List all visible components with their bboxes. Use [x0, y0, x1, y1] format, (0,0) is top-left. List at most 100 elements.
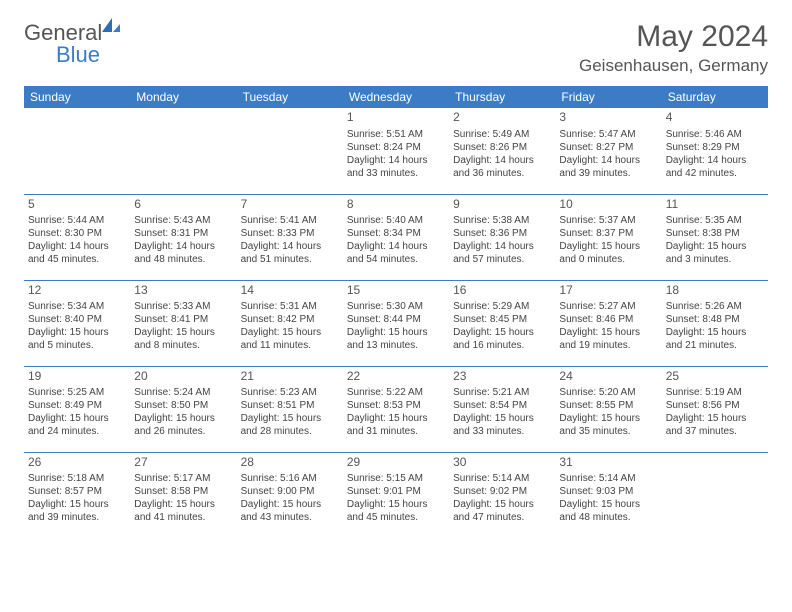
sunrise-line: Sunrise: 5:41 AM — [241, 214, 339, 227]
day-number: 14 — [241, 283, 339, 299]
day-number: 31 — [559, 455, 657, 471]
day-number: 28 — [241, 455, 339, 471]
sunset-line: Sunset: 9:01 PM — [347, 485, 445, 498]
day-number: 10 — [559, 197, 657, 213]
sunrise-line: Sunrise: 5:34 AM — [28, 300, 126, 313]
calendar-head: SundayMondayTuesdayWednesdayThursdayFrid… — [24, 86, 768, 108]
calendar-cell — [130, 108, 236, 194]
daylight-line-2: and 35 minutes. — [559, 425, 657, 438]
calendar-cell: 30Sunrise: 5:14 AMSunset: 9:02 PMDayligh… — [449, 452, 555, 538]
sunset-line: Sunset: 8:36 PM — [453, 227, 551, 240]
calendar-cell: 14Sunrise: 5:31 AMSunset: 8:42 PMDayligh… — [237, 280, 343, 366]
sunrise-line: Sunrise: 5:23 AM — [241, 386, 339, 399]
calendar-cell: 29Sunrise: 5:15 AMSunset: 9:01 PMDayligh… — [343, 452, 449, 538]
daylight-line-2: and 3 minutes. — [666, 253, 764, 266]
day-number: 5 — [28, 197, 126, 213]
sunrise-line: Sunrise: 5:17 AM — [134, 472, 232, 485]
day-number: 21 — [241, 369, 339, 385]
sunrise-line: Sunrise: 5:15 AM — [347, 472, 445, 485]
day-header: Tuesday — [237, 86, 343, 108]
sunset-line: Sunset: 8:50 PM — [134, 399, 232, 412]
sunrise-line: Sunrise: 5:24 AM — [134, 386, 232, 399]
calendar-cell: 28Sunrise: 5:16 AMSunset: 9:00 PMDayligh… — [237, 452, 343, 538]
calendar-cell: 6Sunrise: 5:43 AMSunset: 8:31 PMDaylight… — [130, 194, 236, 280]
sunset-line: Sunset: 9:02 PM — [453, 485, 551, 498]
daylight-line-2: and 43 minutes. — [241, 511, 339, 524]
daylight-line-1: Daylight: 15 hours — [241, 326, 339, 339]
day-number: 29 — [347, 455, 445, 471]
daylight-line-1: Daylight: 15 hours — [453, 498, 551, 511]
logo-part2: Blue — [56, 42, 100, 67]
sunrise-line: Sunrise: 5:51 AM — [347, 128, 445, 141]
sunset-line: Sunset: 8:30 PM — [28, 227, 126, 240]
daylight-line-2: and 24 minutes. — [28, 425, 126, 438]
sunset-line: Sunset: 8:27 PM — [559, 141, 657, 154]
calendar-cell: 3Sunrise: 5:47 AMSunset: 8:27 PMDaylight… — [555, 108, 661, 194]
daylight-line-1: Daylight: 15 hours — [241, 498, 339, 511]
day-number: 9 — [453, 197, 551, 213]
day-number: 4 — [666, 110, 764, 126]
sunset-line: Sunset: 8:29 PM — [666, 141, 764, 154]
day-number: 19 — [28, 369, 126, 385]
calendar-body: 1Sunrise: 5:51 AMSunset: 8:24 PMDaylight… — [24, 108, 768, 538]
title-block: May 2024 Geisenhausen, Germany — [579, 20, 768, 76]
sunrise-line: Sunrise: 5:33 AM — [134, 300, 232, 313]
daylight-line-2: and 21 minutes. — [666, 339, 764, 352]
calendar-cell: 24Sunrise: 5:20 AMSunset: 8:55 PMDayligh… — [555, 366, 661, 452]
calendar-cell: 22Sunrise: 5:22 AMSunset: 8:53 PMDayligh… — [343, 366, 449, 452]
daylight-line-1: Daylight: 14 hours — [453, 240, 551, 253]
day-number: 15 — [347, 283, 445, 299]
sunrise-line: Sunrise: 5:16 AM — [241, 472, 339, 485]
sunset-line: Sunset: 8:37 PM — [559, 227, 657, 240]
daylight-line-1: Daylight: 15 hours — [347, 326, 445, 339]
calendar-cell: 7Sunrise: 5:41 AMSunset: 8:33 PMDaylight… — [237, 194, 343, 280]
daylight-line-2: and 48 minutes. — [559, 511, 657, 524]
daylight-line-1: Daylight: 14 hours — [559, 154, 657, 167]
daylight-line-2: and 5 minutes. — [28, 339, 126, 352]
header: General Blue May 2024 Geisenhausen, Germ… — [24, 20, 768, 76]
daylight-line-1: Daylight: 15 hours — [559, 412, 657, 425]
daylight-line-1: Daylight: 15 hours — [347, 498, 445, 511]
day-number: 16 — [453, 283, 551, 299]
sunset-line: Sunset: 8:45 PM — [453, 313, 551, 326]
sunset-line: Sunset: 9:00 PM — [241, 485, 339, 498]
daylight-line-2: and 33 minutes. — [347, 167, 445, 180]
calendar-cell: 18Sunrise: 5:26 AMSunset: 8:48 PMDayligh… — [662, 280, 768, 366]
sunrise-line: Sunrise: 5:49 AM — [453, 128, 551, 141]
sunset-line: Sunset: 8:33 PM — [241, 227, 339, 240]
calendar-cell — [24, 108, 130, 194]
sunset-line: Sunset: 8:46 PM — [559, 313, 657, 326]
sunrise-line: Sunrise: 5:21 AM — [453, 386, 551, 399]
sunrise-line: Sunrise: 5:25 AM — [28, 386, 126, 399]
calendar-cell — [662, 452, 768, 538]
daylight-line-1: Daylight: 14 hours — [241, 240, 339, 253]
daylight-line-1: Daylight: 15 hours — [559, 498, 657, 511]
calendar-row: 1Sunrise: 5:51 AMSunset: 8:24 PMDaylight… — [24, 108, 768, 194]
calendar-cell: 11Sunrise: 5:35 AMSunset: 8:38 PMDayligh… — [662, 194, 768, 280]
calendar-cell: 2Sunrise: 5:49 AMSunset: 8:26 PMDaylight… — [449, 108, 555, 194]
sunset-line: Sunset: 8:44 PM — [347, 313, 445, 326]
day-number: 7 — [241, 197, 339, 213]
day-number: 30 — [453, 455, 551, 471]
day-header: Sunday — [24, 86, 130, 108]
day-number: 6 — [134, 197, 232, 213]
daylight-line-2: and 8 minutes. — [134, 339, 232, 352]
sunrise-line: Sunrise: 5:38 AM — [453, 214, 551, 227]
calendar-cell: 9Sunrise: 5:38 AMSunset: 8:36 PMDaylight… — [449, 194, 555, 280]
daylight-line-1: Daylight: 15 hours — [453, 412, 551, 425]
day-number: 2 — [453, 110, 551, 126]
calendar-cell — [237, 108, 343, 194]
sunset-line: Sunset: 8:54 PM — [453, 399, 551, 412]
logo-sail-icon — [100, 14, 122, 32]
sunset-line: Sunset: 8:42 PM — [241, 313, 339, 326]
daylight-line-2: and 33 minutes. — [453, 425, 551, 438]
daylight-line-2: and 45 minutes. — [347, 511, 445, 524]
daylight-line-2: and 45 minutes. — [28, 253, 126, 266]
sunset-line: Sunset: 9:03 PM — [559, 485, 657, 498]
daylight-line-2: and 36 minutes. — [453, 167, 551, 180]
sunrise-line: Sunrise: 5:14 AM — [559, 472, 657, 485]
sunset-line: Sunset: 8:26 PM — [453, 141, 551, 154]
daylight-line-2: and 41 minutes. — [134, 511, 232, 524]
location: Geisenhausen, Germany — [579, 56, 768, 76]
daylight-line-2: and 19 minutes. — [559, 339, 657, 352]
